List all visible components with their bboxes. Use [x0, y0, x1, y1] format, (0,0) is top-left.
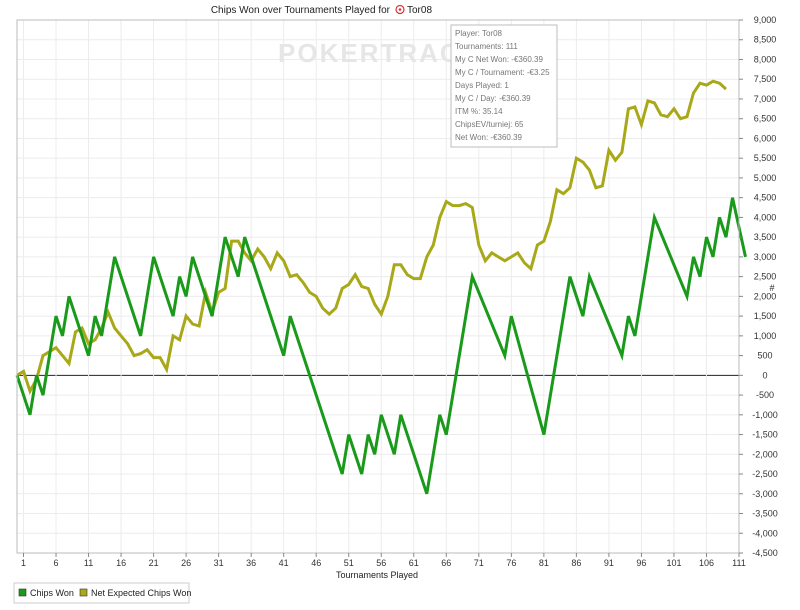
y-tick-label: 1,000 — [754, 331, 777, 341]
series-1 — [16, 79, 728, 395]
legend-label: Net Expected Chips Won — [91, 588, 191, 598]
x-tick-label: 1 — [21, 558, 26, 568]
x-tick-label: 81 — [539, 558, 549, 568]
chart-player-name: Tor08 — [407, 5, 432, 16]
x-tick-label: 21 — [149, 558, 159, 568]
x-tick-label: 31 — [214, 558, 224, 568]
x-tick-label: 111 — [732, 558, 746, 568]
x-tick-label: 6 — [54, 558, 59, 568]
y-tick-label: -3,000 — [752, 489, 778, 499]
x-tick-label: 36 — [246, 558, 256, 568]
y-tick-label: -4,000 — [752, 528, 778, 538]
y-tick-label: 7,000 — [754, 94, 777, 104]
y-tick-label: -3,500 — [752, 509, 778, 519]
x-tick-label: 76 — [506, 558, 516, 568]
y-tick-label: 2,000 — [754, 291, 777, 301]
y-tick-label: 500 — [757, 351, 772, 361]
y-tick-label: 4,500 — [754, 193, 777, 203]
x-tick-label: 46 — [311, 558, 321, 568]
y-tick-label: -1,500 — [752, 430, 778, 440]
legend: Chips Won Net Expected Chips Won — [13, 582, 191, 604]
y-tick-label: -1,000 — [752, 410, 778, 420]
y-tick-label: 4,000 — [754, 212, 777, 222]
x-tick-label: 61 — [409, 558, 419, 568]
y-tick-label: 3,500 — [754, 232, 777, 242]
x-tick-label: 56 — [376, 558, 386, 568]
y-tick-label: -2,500 — [752, 469, 778, 479]
x-axis-label: Tournaments Played — [336, 570, 418, 580]
x-tick-label: 96 — [636, 558, 646, 568]
x-tick-label: 51 — [344, 558, 354, 568]
y-tick-label: 5,000 — [754, 173, 777, 183]
chart-title: Chips Won over Tournaments Played for — [211, 5, 391, 16]
x-tick-label: 71 — [474, 558, 484, 568]
x-tick-label: 106 — [699, 558, 714, 568]
grid — [17, 19, 740, 554]
tooltip-line: Player: Tor08 — [455, 29, 503, 38]
series-layer — [15, 79, 747, 495]
tooltip-line: My C / Tournament: -€3.25 — [455, 68, 550, 77]
summary-tooltip: Player: Tor08 Tournaments: 111 My C Net Wo… — [450, 24, 558, 148]
x-tick-label: 101 — [666, 558, 681, 568]
legend-swatch — [79, 588, 88, 597]
x-tick-label: 16 — [116, 558, 126, 568]
player-icon — [395, 4, 405, 15]
x-tick-label: 86 — [571, 558, 581, 568]
series-line — [16, 79, 728, 395]
y-tick-label: 9,000 — [754, 15, 777, 25]
y-tick-label: 3,000 — [754, 252, 777, 262]
y-tick-label: 6,500 — [754, 114, 777, 124]
tooltip-line: ITM %: 35.14 — [455, 107, 503, 116]
y-tick-label: 7,500 — [754, 74, 777, 84]
tooltip-line: Tournaments: 111 — [455, 42, 518, 51]
x-tick-label: 66 — [441, 558, 451, 568]
y-axis: -4,500 -4,000 -3,500 -3,000 -2,500 -2,000 -1,5… — [739, 15, 778, 558]
y-tick-label: -2,000 — [752, 449, 778, 459]
tooltip-line: My C Net Won: -€360.39 — [455, 55, 543, 64]
y-tick-label: 2,500 — [754, 272, 777, 282]
y-tick-label: 8,000 — [754, 54, 777, 64]
y-tick-label: -4,500 — [752, 548, 778, 558]
x-tick-label: 11 — [84, 558, 93, 568]
y-tick-label: 0 — [762, 370, 767, 380]
legend-label: Chips Won — [30, 588, 74, 598]
tooltip-line: Net Won: -€360.39 — [455, 133, 523, 142]
plot-frame — [16, 19, 740, 554]
y-tick-label: 8,500 — [754, 35, 777, 45]
x-tick-label: 26 — [181, 558, 191, 568]
x-tick-label: 91 — [604, 558, 614, 568]
series-line — [15, 197, 747, 495]
y-tick-label: 6,000 — [754, 133, 777, 143]
y-tick-label: 5,500 — [754, 153, 777, 163]
tooltip-line: My C / Day: -€360.39 — [455, 94, 531, 103]
y-axis-label: # — [769, 283, 774, 293]
y-tick-label: -500 — [756, 390, 774, 400]
legend-swatch — [18, 588, 27, 597]
tooltip-line: ChipsEV/turniej: 65 — [455, 120, 524, 129]
x-axis: 1 6 11 16 21 26 31 36 41 46 51 56 61 66 71 76 81 86 91 96 10… — [21, 553, 746, 568]
tooltip-line: Days Played: 1 — [455, 81, 509, 90]
y-tick-label: 1,500 — [754, 311, 777, 321]
x-tick-label: 41 — [279, 558, 289, 568]
series-0 — [15, 197, 747, 495]
